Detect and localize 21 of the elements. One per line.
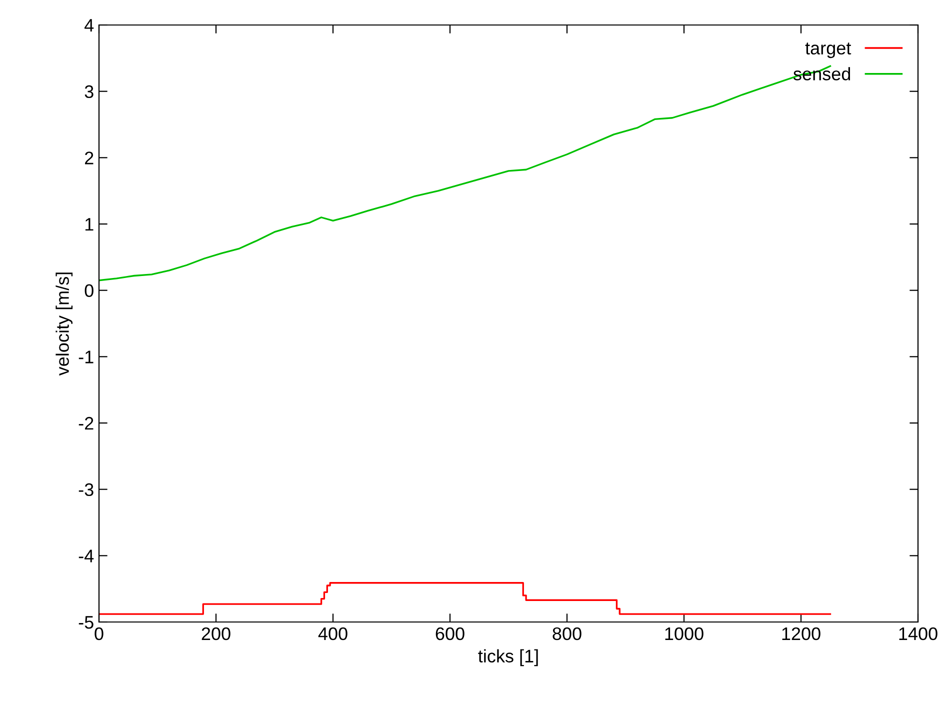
- x-axis-title: ticks [1]: [478, 649, 538, 666]
- y-tick-label: 3: [84, 85, 94, 98]
- x-tick-label: 1400: [899, 627, 938, 640]
- y-tick-label: -3: [78, 483, 94, 496]
- x-tick-label: 200: [202, 627, 230, 640]
- x-tick-label: 400: [318, 627, 348, 640]
- y-tick-label: 1: [85, 218, 94, 231]
- x-tick-label: 600: [436, 627, 464, 640]
- x-tick-label: 1200: [782, 627, 820, 640]
- y-tick-label: 2: [85, 152, 94, 164]
- y-axis-title: velocity [m/s]: [56, 272, 73, 376]
- y-tick-label: -2: [78, 416, 94, 430]
- x-tick-label: 800: [552, 627, 582, 640]
- legend-label: target: [805, 42, 852, 58]
- x-tick-label: 1000: [665, 627, 704, 640]
- y-tick-label: -1: [78, 350, 94, 364]
- y-tick-label: 0: [84, 284, 94, 298]
- y-tick-label: 4: [84, 19, 94, 32]
- x-tick-label: 0: [94, 627, 104, 640]
- y-tick-label: -5: [78, 616, 94, 629]
- y-tick-label: -4: [78, 550, 94, 562]
